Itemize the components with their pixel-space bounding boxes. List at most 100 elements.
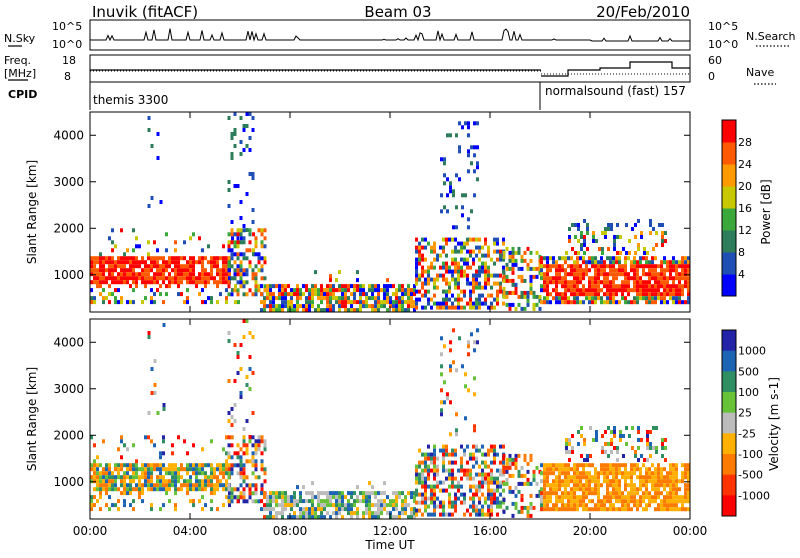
power-cell xyxy=(648,284,651,289)
velocity-cell xyxy=(451,484,454,489)
power-cell xyxy=(555,288,558,293)
velocity-cell xyxy=(532,505,536,510)
velocity-cell xyxy=(687,487,690,492)
velocity-cell xyxy=(219,483,222,488)
velocity-cell xyxy=(490,504,493,509)
velocity-cell xyxy=(442,460,445,465)
velocity-cell xyxy=(192,463,195,468)
velocity-cell xyxy=(338,499,341,504)
power-cell xyxy=(153,276,156,281)
velocity-cell xyxy=(251,491,255,496)
velocity-cell xyxy=(684,491,687,496)
power-cell xyxy=(469,289,472,294)
power-cell xyxy=(546,276,549,281)
power-cell xyxy=(487,249,490,254)
velocity-cell xyxy=(669,491,672,496)
power-cell xyxy=(362,304,365,309)
velocity-cell xyxy=(552,479,555,484)
velocity-cell xyxy=(637,426,640,430)
power-cell xyxy=(508,266,512,271)
velocity-cell xyxy=(675,483,678,488)
power-cell xyxy=(511,246,515,251)
power-cell xyxy=(487,269,490,274)
velocity-cell xyxy=(440,408,443,413)
power-cell xyxy=(597,272,600,277)
power-cell xyxy=(478,265,481,270)
power-cell xyxy=(514,250,518,255)
velocity-cell xyxy=(687,475,690,480)
velocity-cell xyxy=(424,464,427,469)
power-cell xyxy=(99,256,102,261)
power-cell xyxy=(660,284,663,289)
velocity-cell xyxy=(526,505,530,510)
velocity-cell xyxy=(636,491,639,496)
power-cell xyxy=(496,293,499,298)
power-cell xyxy=(469,281,472,286)
velocity-cell xyxy=(639,487,642,492)
power-cell xyxy=(681,268,684,273)
power-cell xyxy=(281,296,284,301)
velocity-cell xyxy=(281,511,284,516)
velocity-cell xyxy=(410,511,413,516)
power-cell xyxy=(132,272,135,277)
velocity-cell xyxy=(254,439,258,444)
power-cell xyxy=(347,308,350,313)
velocity-cell xyxy=(520,497,524,502)
power-cell xyxy=(472,261,475,266)
velocity-cell xyxy=(660,503,663,508)
power-cell xyxy=(430,249,433,254)
power-cell xyxy=(114,244,117,249)
power-cell xyxy=(344,284,347,289)
velocity-cell xyxy=(392,499,395,504)
velocity-cell xyxy=(606,467,609,472)
power-colorbar-swatch xyxy=(722,142,736,165)
velocity-cell xyxy=(335,499,338,504)
velocity-cell xyxy=(440,388,443,393)
velocity-cell xyxy=(588,491,591,496)
power-cell xyxy=(463,289,466,294)
velocity-cell xyxy=(433,500,436,505)
y-tick-label: 4000 xyxy=(53,335,84,349)
velocity-cell xyxy=(96,463,99,468)
velocity-cell xyxy=(687,499,690,504)
velocity-cell xyxy=(353,491,356,496)
velocity-cell xyxy=(236,463,240,468)
power-cell xyxy=(549,292,552,297)
power-cell xyxy=(275,304,278,309)
velocity-cell xyxy=(335,511,338,516)
velocity-cell xyxy=(508,485,512,490)
power-cell xyxy=(466,257,469,262)
power-cell xyxy=(105,276,108,281)
velocity-cell xyxy=(565,442,568,446)
velocity-cell xyxy=(609,467,612,472)
velocity-cell xyxy=(549,467,552,472)
power-cell xyxy=(234,284,237,289)
power-cell xyxy=(350,304,353,309)
power-cell xyxy=(576,260,579,265)
velocity-cell xyxy=(365,491,368,496)
velocity-cell xyxy=(600,483,603,488)
power-colorbar-swatch xyxy=(722,230,736,253)
velocity-cell xyxy=(448,460,451,465)
velocity-cell xyxy=(606,471,609,476)
velocity-cell xyxy=(457,484,460,489)
velocity-cell xyxy=(413,515,416,520)
power-cell xyxy=(454,297,457,302)
velocity-cell xyxy=(350,511,353,516)
power-cell xyxy=(493,281,496,286)
velocity-cell xyxy=(585,491,588,496)
velocity-cell xyxy=(296,515,299,520)
power-cell xyxy=(594,288,597,293)
power-cell xyxy=(326,288,329,293)
velocity-cell xyxy=(570,495,573,500)
velocity-cell xyxy=(105,475,108,480)
power-cell xyxy=(555,300,558,305)
velocity-cell xyxy=(93,459,96,464)
power-cell xyxy=(308,292,311,297)
velocity-cell xyxy=(251,371,255,375)
velocity-cell xyxy=(198,471,201,476)
velocity-cell xyxy=(526,461,530,466)
velocity-cell xyxy=(463,448,466,453)
velocity-cell xyxy=(594,467,597,472)
power-cell xyxy=(586,231,589,235)
